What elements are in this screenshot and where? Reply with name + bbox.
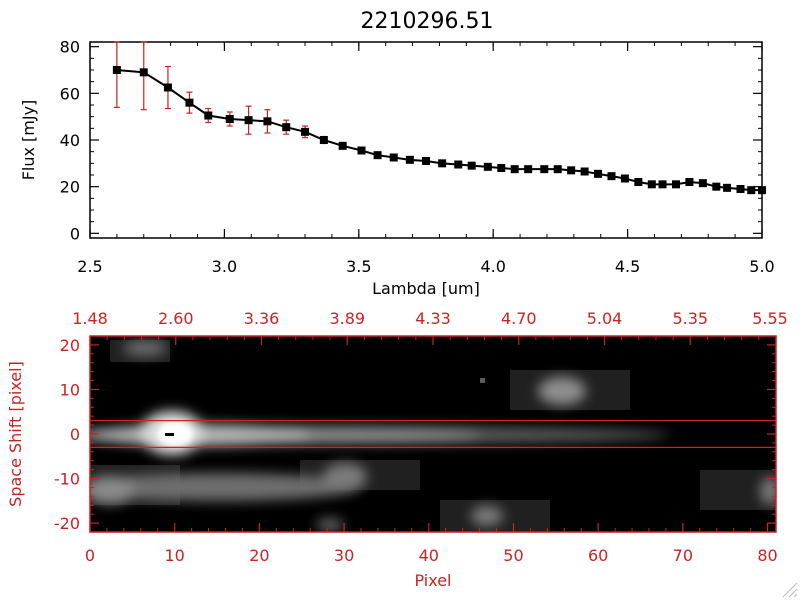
data-point: [510, 165, 519, 174]
data-point: [163, 83, 172, 92]
plot-frame: [89, 41, 763, 239]
data-point: [698, 179, 707, 188]
data-point: [225, 115, 234, 123]
flux-axes: 2.5 3.0 3.5 4.0 4.5 5.0 0 20 40 60 80: [60, 38, 775, 276]
x-tick-label: 50: [503, 546, 523, 565]
y-tick-label: 40: [60, 131, 80, 150]
y-tick-label: 0: [70, 224, 80, 243]
y-tick-label: 60: [60, 84, 80, 103]
top-tick-label: 3.89: [329, 309, 365, 328]
data-point: [758, 186, 766, 195]
spectral-image-plot: 0 10 20 30 40 50 60 70 80 1.48 2.60 3.36 3.89 4.33 4.7…: [6, 309, 788, 590]
data-point: [497, 164, 506, 172]
flux-series-line: [116, 69, 762, 192]
data-point: [685, 178, 694, 186]
data-point: [438, 159, 447, 168]
data-point: [244, 116, 253, 125]
x-tick-label: 0: [85, 546, 95, 565]
x-tick-label: 30: [334, 546, 354, 565]
data-point: [263, 117, 272, 126]
data-point: [607, 172, 616, 181]
data-point: [658, 180, 667, 189]
y-tick-label: 80: [60, 38, 80, 57]
data-point: [282, 123, 291, 132]
data-point: [736, 185, 745, 193]
data-point: [185, 98, 194, 107]
data-point: [357, 146, 366, 155]
x-tick-label: 4.5: [615, 257, 640, 276]
data-point: [405, 155, 414, 164]
top-tick-label: 1.48: [72, 309, 108, 328]
data-point: [139, 68, 148, 77]
data-point: [301, 127, 310, 136]
x-tick-label: 60: [588, 546, 608, 565]
data-point: [540, 165, 549, 174]
data-point: [634, 178, 643, 186]
data-point: [483, 162, 492, 171]
top-tick-label: 5.35: [672, 309, 708, 328]
data-point: [204, 111, 213, 120]
x-tick-label: 3.5: [346, 257, 371, 276]
data-point: [454, 160, 463, 169]
top-tick-label: 5.55: [752, 309, 788, 328]
x-tick-label: 4.0: [480, 257, 505, 276]
x-tick-label: 5.0: [749, 257, 774, 276]
x-tick-label: 20: [249, 546, 269, 565]
data-point: [712, 182, 721, 191]
data-point: [647, 180, 656, 189]
y-axis-label: Space Shift [pixel]: [6, 361, 25, 507]
data-point: [671, 180, 680, 189]
y-tick-label: 20: [60, 336, 80, 355]
y-tick-label: -10: [54, 470, 80, 489]
data-point: [112, 66, 121, 74]
data-point: [567, 166, 576, 175]
data-point: [553, 165, 562, 174]
y-tick-label: 10: [60, 380, 80, 399]
x-axis-label: Pixel: [414, 571, 451, 590]
x-tick-label: 80: [757, 546, 777, 565]
top-tick-label: 3.36: [244, 309, 280, 328]
data-point: [723, 183, 732, 192]
top-tick-label: 5.04: [587, 309, 623, 328]
data-point: [467, 161, 476, 170]
data-point: [747, 186, 756, 195]
data-point: [389, 153, 398, 162]
y-tick-label: 0: [70, 425, 80, 444]
x-tick-label: 70: [673, 546, 693, 565]
x-tick-label: 3.0: [212, 257, 237, 276]
spectral-image: [90, 336, 776, 532]
y-tick-label: 20: [60, 178, 80, 197]
image-axes: 0 10 20 30 40 50 60 70 80 1.48 2.60 3.36 3.89 4.33 4.7…: [54, 309, 788, 565]
data-point: [594, 169, 603, 178]
data-point: [338, 141, 347, 150]
extraction-window-lines: [90, 420, 776, 448]
top-tick-label: 4.70: [501, 309, 537, 328]
chart-title: 2210296.51: [361, 9, 494, 34]
flux-spectrum-plot: 2210296.51 2.5 3.0 3.5 4.0 4.5 5.0 0 20 40 60 80 L…: [19, 9, 775, 298]
y-axis-label: Flux [mJy]: [19, 100, 38, 181]
x-tick-label: 40: [419, 546, 439, 565]
data-point: [524, 165, 533, 174]
x-tick-label: 10: [165, 546, 185, 565]
x-axis-label: Lambda [um]: [372, 279, 480, 298]
data-point: [620, 174, 629, 183]
x-tick-label: 2.5: [77, 257, 102, 276]
flux-markers: [112, 66, 766, 195]
data-point: [580, 167, 589, 176]
data-point: [422, 157, 430, 165]
y-tick-label: -20: [54, 514, 80, 533]
top-tick-label: 2.60: [158, 309, 194, 328]
resize-grip-icon[interactable]: [782, 582, 798, 598]
data-point: [373, 151, 382, 160]
top-tick-label: 4.33: [415, 309, 451, 328]
data-point: [319, 136, 328, 144]
